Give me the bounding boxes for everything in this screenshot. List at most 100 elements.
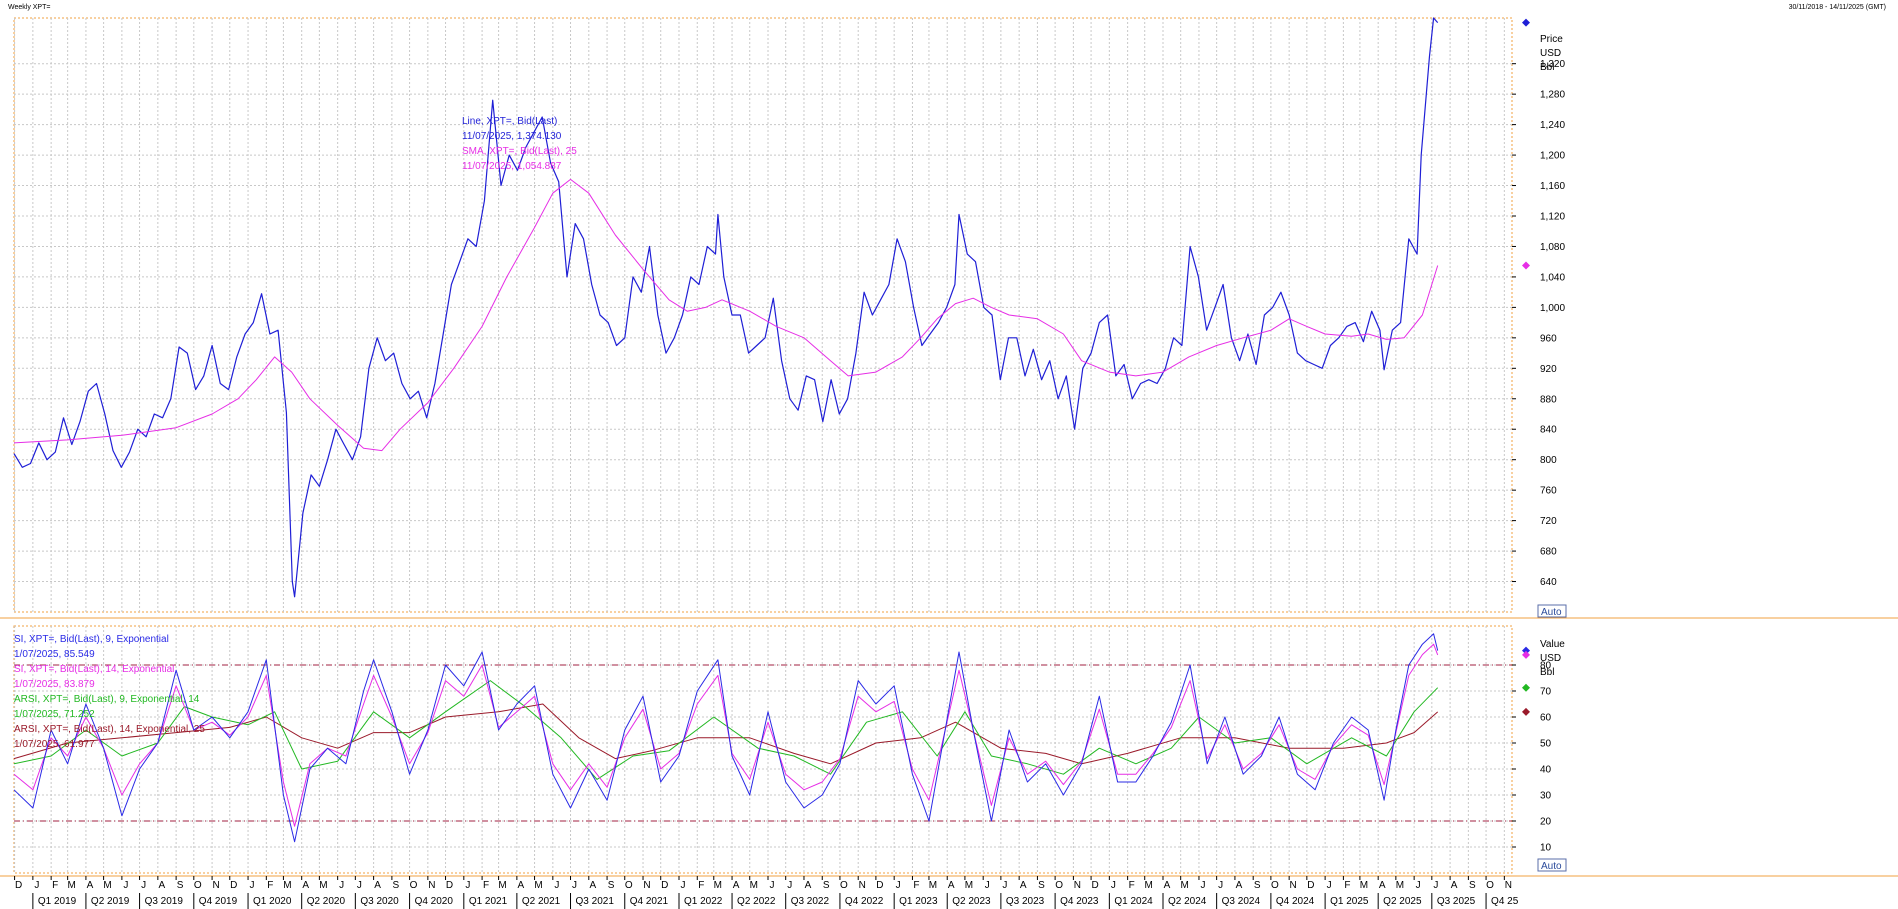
date-range: 30/11/2018 - 14/11/2025 (GMT)	[1788, 4, 1886, 11]
price-y-tick-label: 880	[1540, 394, 1557, 405]
price-y-tick-label: 680	[1540, 547, 1557, 558]
indicator-legend-entry: 1/07/2025, 61.977	[14, 739, 95, 750]
x-month-label: M	[1396, 880, 1404, 891]
price-legend-entry: Line, XPT=, Bid(Last)	[462, 116, 557, 127]
sma-line[interactable]	[13, 178, 1439, 452]
x-month-label: M	[498, 880, 506, 891]
x-month-label: J	[770, 880, 775, 891]
x-month-label: A	[1236, 880, 1243, 891]
x-quarter-label: Q3 2025	[1437, 896, 1476, 907]
x-month-label: N	[212, 880, 219, 891]
x-month-label: M	[103, 880, 111, 891]
x-month-label: A	[374, 880, 381, 891]
x-quarter-label: Q4 2019	[199, 896, 238, 907]
x-month-label: S	[393, 880, 400, 891]
price-y-tick-label: 720	[1540, 516, 1557, 527]
x-month-label: A	[159, 880, 166, 891]
x-month-label: J	[1111, 880, 1116, 891]
x-month-label: O	[1055, 880, 1063, 891]
title-bar: Weekly XPT= 30/11/2018 - 14/11/2025 (GMT…	[0, 0, 1898, 16]
x-quarter-label: Q1 2024	[1114, 896, 1153, 907]
indicator-y-tick-label: 20	[1540, 817, 1552, 828]
indicator-axis-title: USD	[1540, 653, 1561, 664]
x-month-label: D	[661, 880, 668, 891]
x-month-label: F	[698, 880, 704, 891]
x-month-label: F	[1344, 880, 1350, 891]
x-month-label: M	[929, 880, 937, 891]
price-legend-entry: 11/07/2025, 1,054.887	[462, 161, 562, 172]
marsi14-last-marker	[1522, 707, 1530, 716]
x-month-label: N	[1290, 880, 1297, 891]
price-last-marker	[1522, 18, 1530, 27]
indicator-y-tick-label: 80	[1540, 661, 1552, 672]
x-month-label: J	[1002, 880, 1007, 891]
rsi9-line[interactable]	[13, 633, 1439, 843]
x-quarter-label: Q4 2020	[415, 896, 454, 907]
price-y-tick-label: 1,200	[1540, 151, 1565, 162]
price-y-tick-label: 840	[1540, 425, 1557, 436]
x-month-label: M	[1360, 880, 1368, 891]
x-month-label: F	[913, 880, 919, 891]
x-quarter-label: Q3 2024	[1222, 896, 1261, 907]
rsi14-last-marker	[1522, 650, 1530, 659]
indicator-y-tick-label: 40	[1540, 765, 1552, 776]
x-month-label: S	[823, 880, 830, 891]
x-month-label: J	[680, 880, 685, 891]
price-axis-title: Bbl	[1540, 62, 1554, 73]
x-month-label: M	[1145, 880, 1153, 891]
x-month-label: A	[1379, 880, 1386, 891]
x-quarter-label: Q2 2021	[522, 896, 561, 907]
x-month-label: F	[52, 880, 58, 891]
price-y-tick-label: 1,320	[1540, 59, 1565, 70]
price-y-tick-label: 1,160	[1540, 181, 1565, 192]
x-month-label: O	[1271, 880, 1279, 891]
price-y-tick-label: 1,120	[1540, 212, 1565, 223]
x-quarter-label: Q4 2023	[1060, 896, 1099, 907]
x-month-label: M	[714, 880, 722, 891]
x-month-label: D	[15, 880, 22, 891]
x-month-label: D	[230, 880, 237, 891]
x-month-label: S	[177, 880, 184, 891]
indicator-legend-entry: SI, XPT=, Bid(Last), 9, Exponential	[14, 634, 169, 645]
x-month-label: J	[572, 880, 577, 891]
x-month-label: F	[1129, 880, 1135, 891]
price-y-tick-label: 760	[1540, 486, 1557, 497]
x-quarter-label: Q1 2023	[899, 896, 938, 907]
x-month-label: M	[1181, 880, 1189, 891]
indicator-legend-entry: 1/07/2025, 85.549	[14, 649, 95, 660]
price-auto-button[interactable]	[1537, 604, 1567, 618]
x-month-label: A	[805, 880, 812, 891]
price-y-tick-label: 920	[1540, 364, 1557, 375]
x-month-label: N	[1074, 880, 1081, 891]
price-auto-button-label: Auto	[1541, 607, 1562, 618]
x-month-label: J	[357, 880, 362, 891]
marsi14-line[interactable]	[13, 703, 1439, 765]
price-y-tick-label: 640	[1540, 577, 1557, 588]
price-y-tick-label: 1,040	[1540, 272, 1565, 283]
x-month-label: A	[302, 880, 309, 891]
indicator-legend-entry: 1/07/2025, 83.879	[14, 679, 95, 690]
x-quarter-label: Q3 2019	[145, 896, 184, 907]
x-month-label: F	[267, 880, 273, 891]
price-line[interactable]	[13, 17, 1439, 598]
x-month-label: S	[1254, 880, 1261, 891]
price-plot-area[interactable]	[13, 17, 1513, 613]
x-month-label: A	[87, 880, 94, 891]
x-month-label: S	[1469, 880, 1476, 891]
x-quarter-label: Q2 2022	[737, 896, 776, 907]
x-month-label: J	[141, 880, 146, 891]
indicator-legend-entry: ARSI, XPT=, Bid(Last), 14, Exponential, …	[14, 724, 205, 735]
x-quarter-label: Q1 2025	[1330, 896, 1369, 907]
x-month-label: S	[1038, 880, 1045, 891]
x-quarter-label: Q2 2024	[1168, 896, 1207, 907]
indicator-auto-button[interactable]	[1537, 858, 1567, 872]
indicator-y-tick-label: 60	[1540, 713, 1552, 724]
x-month-label: J	[1327, 880, 1332, 891]
x-month-label: J	[34, 880, 39, 891]
x-month-label: O	[194, 880, 202, 891]
x-month-label: M	[319, 880, 327, 891]
x-month-label: J	[1218, 880, 1223, 891]
x-month-label: J	[985, 880, 990, 891]
x-month-label: D	[1091, 880, 1098, 891]
